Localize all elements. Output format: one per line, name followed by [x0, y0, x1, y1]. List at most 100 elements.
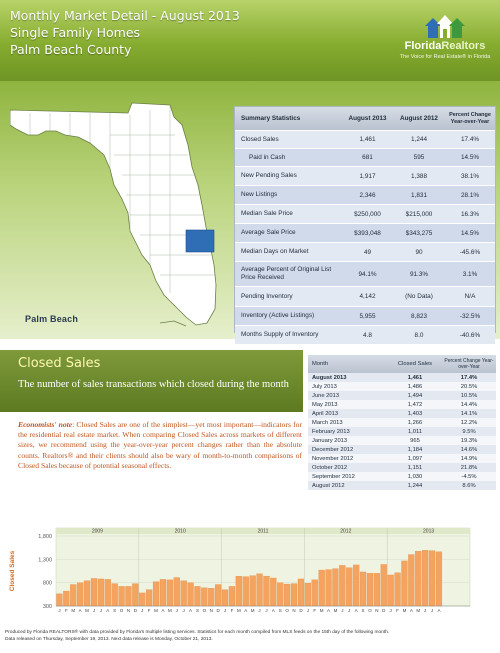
chart-month-label: J	[431, 608, 433, 613]
chart-bar	[304, 582, 311, 607]
chart-bar	[256, 573, 263, 607]
summary-header-row: Summary Statistics August 2013 August 20…	[235, 107, 495, 131]
monthly-row: November 2012 1,097 14.9%	[308, 454, 496, 463]
monthly-row: August 2013 1,461 17.4%	[308, 373, 496, 382]
chart-month-label: M	[154, 608, 158, 613]
summary-cell: Pending Inventory	[241, 292, 293, 300]
chart-month-label: M	[320, 608, 324, 613]
section-title: Closed Sales	[18, 356, 101, 371]
summary-cell: (No Data)	[405, 293, 433, 300]
chart-month-label: J	[265, 608, 267, 613]
monthly-cell: 1,461	[407, 374, 423, 381]
monthly-cell: 9.5%	[462, 428, 476, 435]
summary-cell: $343,275	[405, 229, 433, 237]
chart-bar	[297, 578, 305, 607]
summary-cell: 16.3%	[460, 210, 480, 218]
summary-cell: 595	[413, 154, 425, 161]
monthly-closed-sales-table: Month Closed Sales Percent Change Year-o…	[308, 355, 496, 490]
chart-year-label: 2012	[340, 529, 351, 535]
chart-month-label: F	[148, 608, 151, 613]
monthly-row: August 2012 1,244 8.6%	[308, 481, 496, 490]
chart-month-label: J	[93, 608, 95, 613]
chart-bar	[132, 583, 139, 607]
chart-month-label: N	[210, 608, 213, 613]
chart-month-label: J	[176, 608, 178, 613]
chart-month-label: S	[362, 608, 365, 613]
chart-bar	[353, 564, 360, 607]
summary-row: Average Percent of Original List Price R…	[235, 262, 495, 287]
monthly-row: February 2013 1,011 9.5%	[308, 427, 496, 436]
chart-bar	[387, 574, 394, 607]
monthly-cell: 10.5%	[460, 392, 478, 399]
chart-bar	[359, 571, 367, 607]
summary-cell: Median Days on Market	[241, 248, 309, 255]
chart-month-label: A	[79, 608, 82, 613]
monthly-cell: January 2013	[312, 437, 348, 444]
summary-row: Median Sale Price $250,000 $215,000 16.3%	[235, 205, 495, 224]
footer-note: Produced by Florida REALTORS® with data …	[5, 630, 390, 642]
chart-month-label: J	[141, 608, 143, 613]
chart-month-label: N	[292, 608, 295, 613]
chart-bar	[415, 551, 422, 607]
chart-bar	[194, 586, 201, 607]
summary-cell: 90	[415, 248, 423, 256]
summary-row: New Pending Sales 1,917 1,388 38.1%	[235, 167, 495, 186]
chart-bar	[146, 589, 153, 607]
monthly-cell: 14.4%	[460, 401, 478, 408]
monthly-cell: July 2013	[312, 383, 337, 390]
summary-cell: 14.5%	[460, 229, 480, 237]
summary-cell: 2,346	[359, 191, 376, 199]
chart-month-label: F	[313, 608, 316, 613]
chart-bar	[277, 582, 284, 607]
section-description: The number of sales transactions which c…	[18, 379, 289, 390]
chart-month-label: D	[217, 608, 221, 613]
summary-cell: 8.0	[414, 331, 424, 339]
summary-cell: 681	[362, 154, 373, 161]
monthly-cell: 19.3%	[460, 437, 478, 444]
chart-month-label: J	[100, 608, 102, 613]
chart-bar	[125, 586, 132, 607]
chart-month-label: O	[285, 608, 289, 613]
summary-cell: 14.5%	[460, 154, 480, 161]
chart-bar	[90, 578, 98, 607]
chart-month-label: S	[279, 608, 282, 613]
florida-realtors-logo: FloridaRealtors The Voice for Real Estat…	[395, 8, 495, 68]
chart-bar	[339, 565, 346, 607]
monthly-row: October 2012 1,151 21.8%	[308, 463, 496, 472]
chart-bar	[318, 569, 325, 607]
monthly-row: December 2012 1,184 14.6%	[308, 445, 496, 454]
chart-bar	[311, 579, 318, 607]
chart-month-label: M	[251, 608, 255, 613]
summary-cell: Median Sale Price	[241, 210, 293, 217]
chart-year-label: 2011	[258, 529, 269, 535]
chart-bar	[187, 582, 194, 607]
monthly-cell: August 2013	[312, 374, 347, 381]
chart-bar	[208, 588, 215, 607]
monthly-cell: September 2012	[312, 473, 355, 480]
map-label: Palm Beach	[25, 314, 79, 324]
chart-month-label: J	[424, 608, 426, 613]
chart-bar	[228, 586, 236, 607]
summary-row: Median Days on Market 49 90 -45.6%	[235, 243, 495, 262]
summary-cell: -32.5%	[459, 312, 481, 320]
chart-bar	[70, 584, 77, 607]
summary-cell: 1,244	[411, 136, 427, 143]
economists-note: Economists' note: Closed Sales are one o…	[18, 420, 302, 470]
monthly-cell: February 2013	[312, 428, 350, 435]
summary-cell: Months Supply of Inventory	[241, 331, 319, 338]
summary-cell: Average Percent of Original List Price R…	[241, 266, 332, 281]
chart-month-label: M	[334, 608, 338, 613]
chart-month-label: J	[58, 608, 60, 613]
summary-row: New Listings 2,346 1,831 28.1%	[235, 186, 495, 205]
chart-ylabel: Closed Sales	[9, 550, 16, 591]
chart-bar	[290, 583, 298, 607]
monthly-row: March 2013 1,266 12.2%	[308, 418, 496, 427]
chart-bar	[401, 560, 408, 607]
chart-month-label: N	[375, 608, 378, 613]
chart-month-label: J	[307, 608, 309, 613]
chart-bar	[346, 567, 353, 607]
chart-bar	[152, 581, 160, 607]
logo-name: FloridaRealtors	[404, 40, 486, 52]
chart-bar	[408, 554, 415, 607]
chart-month-label: J	[348, 608, 350, 613]
